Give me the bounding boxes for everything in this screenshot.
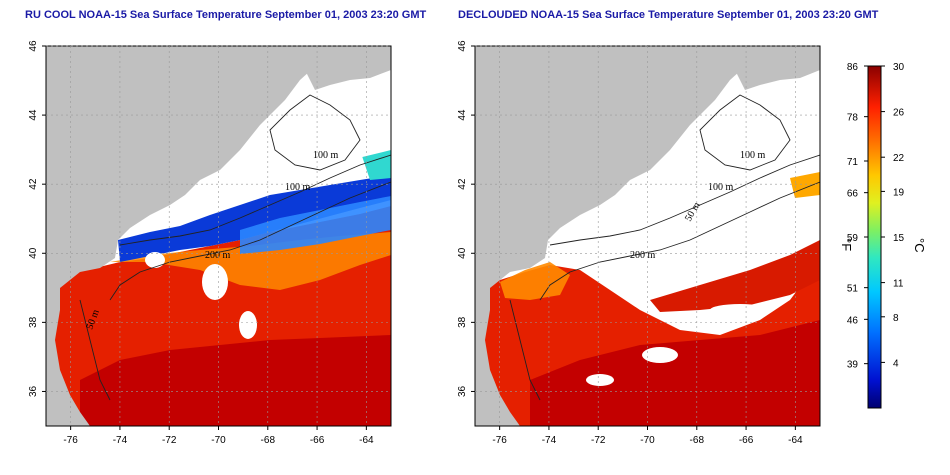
celsius-tick-label: 30 (893, 62, 905, 73)
left-y-tick-label: 44 (28, 109, 39, 121)
fahrenheit-tick-label: 59 (847, 233, 859, 244)
left-contour-shelf (119, 154, 391, 246)
fahrenheit-tick-label: 39 (847, 360, 859, 371)
right-nova-scotia (730, 46, 820, 90)
left-cloud-1 (202, 264, 228, 300)
left-y-tick-label: 36 (28, 385, 39, 397)
right-x-tick-label: -74 (542, 435, 557, 446)
left-contour-label-200m: 200 m (205, 250, 231, 261)
right-contour-shelf (549, 154, 820, 246)
right-x-tick-label: -70 (640, 435, 655, 446)
fahrenheit-label: °F (839, 238, 854, 251)
colorbar-ticks: 30 26 22 19 15 11 8 4 86 78 71 66 59 51 46 39 (847, 62, 905, 371)
right-cloud-hole-3 (586, 374, 614, 386)
left-map-title: RU COOL NOAA-15 Sea Surface Temperature … (25, 9, 427, 21)
left-y-tick-label: 40 (28, 247, 39, 259)
right-map-title: DECLOUDED NOAA-15 Sea Surface Temperatur… (458, 9, 879, 21)
right-contour-gulf (699, 94, 791, 171)
right-cloud-hole-2 (710, 304, 770, 316)
right-x-tick-label: -64 (788, 435, 803, 446)
right-y-tick-label: 42 (457, 178, 468, 190)
celsius-tick-label: 19 (893, 187, 905, 198)
right-contour-label-200m: 200 m (630, 250, 656, 261)
left-axis-ticks: -76 -74 -72 -70 -68 -66 -64 36 38 40 42 44 46 (28, 40, 391, 446)
left-x-tick-label: -64 (359, 435, 374, 446)
left-orange-band (110, 232, 391, 290)
right-y-tick-label: 36 (457, 385, 468, 397)
fahrenheit-tick-label: 86 (847, 62, 859, 73)
right-y-tick-label: 46 (457, 40, 468, 52)
fahrenheit-tick-label: 71 (847, 157, 859, 168)
left-x-tick-label: -70 (211, 435, 226, 446)
left-y-tick-label: 46 (28, 40, 39, 52)
left-x-tick-label: -74 (113, 435, 128, 446)
left-hot-water (80, 335, 391, 426)
left-cloud-3 (145, 252, 165, 268)
left-blue-water (240, 196, 391, 254)
right-orange-band (500, 262, 570, 300)
right-contour-200m (539, 181, 820, 301)
celsius-tick-label: 22 (893, 153, 905, 164)
left-nova-scotia (300, 46, 391, 90)
right-y-tick-label: 44 (457, 109, 468, 121)
left-x-tick-label: -68 (261, 435, 276, 446)
right-axis-ticks: -76 -74 -72 -70 -68 -66 -64 36 38 40 42 44 46 (457, 40, 820, 446)
celsius-label: °C (912, 238, 927, 253)
right-x-tick-label: -72 (591, 435, 606, 446)
left-contour-label-100m-b: 100 m (285, 182, 311, 193)
celsius-tick-label: 4 (893, 358, 899, 369)
left-x-tick-label: -72 (162, 435, 177, 446)
left-x-tick-label: -76 (63, 435, 78, 446)
fahrenheit-tick-label: 46 (847, 315, 859, 326)
right-y-tick-label: 38 (457, 316, 468, 328)
right-contour-label-100m-a: 100 m (740, 150, 766, 161)
right-x-tick-label: -66 (739, 435, 754, 446)
right-y-tick-label: 40 (457, 247, 468, 259)
fahrenheit-tick-label: 51 (847, 284, 859, 295)
right-contour-coast (509, 299, 541, 401)
celsius-tick-label: 26 (893, 108, 905, 119)
left-y-tick-label: 42 (28, 178, 39, 190)
fahrenheit-tick-label: 78 (847, 113, 859, 124)
colorbar: 30 26 22 19 15 11 8 4 86 78 71 66 59 51 46 39 °F °C (839, 62, 927, 409)
right-map: 100 m 100 m 200 m 50 m -76 -74 -72 -70 -68 -6… (457, 40, 821, 446)
right-hot-water (530, 320, 820, 426)
left-land (46, 46, 391, 426)
celsius-tick-label: 11 (893, 279, 904, 290)
right-land (475, 46, 820, 426)
left-cloud-zone (160, 60, 391, 226)
left-contour-gulf (269, 94, 361, 171)
left-y-tick-label: 38 (28, 316, 39, 328)
left-cloud-2 (239, 311, 257, 339)
colorbar-gradient (867, 65, 882, 409)
right-orange-patch (790, 172, 820, 198)
right-contour-label-100m-b: 100 m (708, 182, 734, 193)
left-contour-label-100m-a: 100 m (313, 150, 339, 161)
right-cloud-hole-1 (642, 347, 678, 363)
celsius-tick-label: 15 (893, 233, 905, 244)
fahrenheit-tick-label: 66 (847, 189, 859, 200)
celsius-tick-label: 8 (893, 313, 899, 324)
right-x-tick-label: -68 (690, 435, 705, 446)
left-contour-coast (79, 299, 111, 401)
left-cold-water (118, 175, 391, 262)
left-map: 100 m 100 m 200 m 50 m -76 -74 -72 -70 -68 -6… (28, 40, 392, 446)
right-x-tick-label: -76 (492, 435, 507, 446)
left-x-tick-label: -66 (310, 435, 325, 446)
right-gulfstream-band (650, 240, 820, 312)
left-contour-200m (109, 181, 391, 301)
